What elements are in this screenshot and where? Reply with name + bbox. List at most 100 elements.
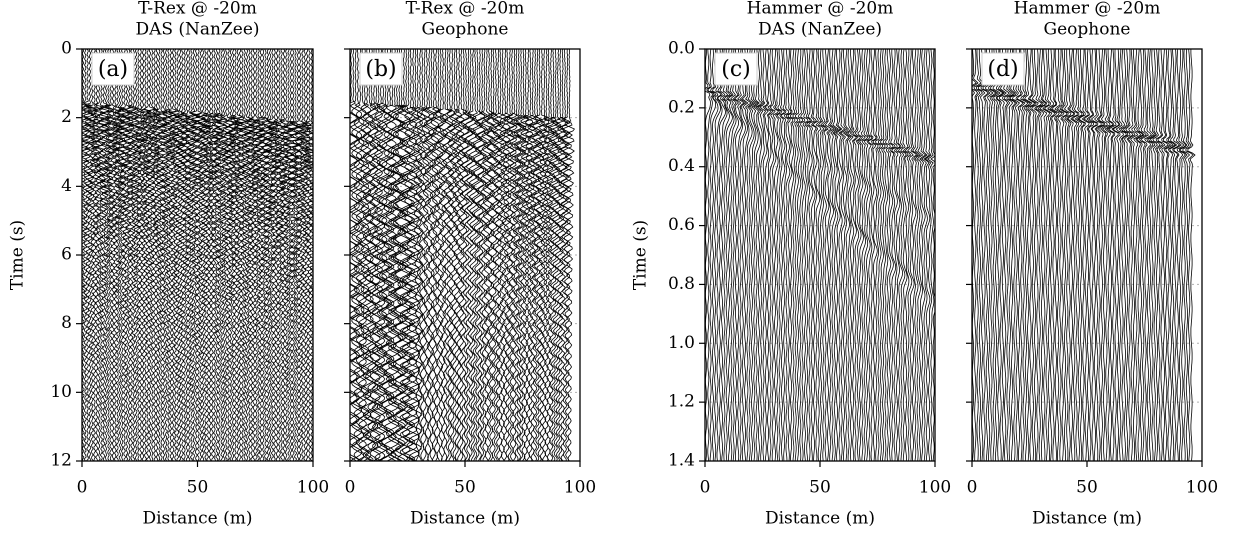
- wiggle-trace: [89, 49, 104, 461]
- wiggle-trace: [748, 49, 757, 461]
- wiggle-trace: [1016, 49, 1026, 461]
- y-tick-label: 1.0: [668, 333, 695, 353]
- wiggle-trace: [228, 49, 242, 461]
- wiggle-trace: [83, 49, 97, 461]
- wiggle-trace: [1169, 49, 1178, 461]
- wiggle-trace: [875, 49, 882, 461]
- y-tick-label: 12: [50, 451, 72, 471]
- wiggle-trace: [1002, 49, 1010, 461]
- wiggle-trace: [712, 49, 722, 461]
- wiggle-trace: [779, 49, 786, 461]
- wiggle-trace: [116, 49, 128, 461]
- y-tick-label: 2: [61, 107, 72, 127]
- wiggle-trace: [975, 49, 984, 461]
- wiggle-trace: [297, 49, 312, 461]
- wiggle-trace: [1187, 49, 1196, 461]
- wiggle-trace: [885, 49, 892, 461]
- wiggle-trace: [1043, 49, 1053, 461]
- wiggle-trace: [1161, 49, 1169, 461]
- wiggle-trace: [105, 49, 117, 461]
- wiggle-trace: [146, 49, 159, 461]
- y-tick-label: 0: [61, 39, 72, 59]
- wiggle-trace: [757, 49, 765, 461]
- panel-subtitle: DAS (NanZee): [758, 20, 882, 40]
- wiggle-trace: [524, 49, 537, 461]
- wiggle-trace: [1088, 49, 1097, 461]
- wiggle-trace: [923, 49, 931, 461]
- wiggle-trace: [430, 49, 442, 461]
- wiggle-trace: [455, 49, 467, 461]
- wiggle-trace: [1155, 49, 1164, 461]
- wiggle-trace: [1067, 49, 1076, 461]
- wiggle-trace: [783, 49, 791, 461]
- panel-title: T-Rex @ -20m: [406, 0, 525, 19]
- wiggle-trace: [113, 49, 127, 461]
- wiggle-trace: [1162, 49, 1172, 461]
- wiggle-trace: [292, 49, 305, 461]
- wiggle-trace: [147, 49, 161, 461]
- wiggle-trace: [1127, 49, 1136, 461]
- panel-label: (d): [987, 57, 1018, 82]
- wiggle-trace: [1122, 49, 1131, 461]
- wiggle-trace: [1076, 49, 1085, 461]
- wiggle-trace: [1130, 49, 1139, 461]
- wiggle-trace: [857, 49, 864, 461]
- wiggle-trace: [157, 49, 171, 461]
- wiggle-trace: [780, 49, 788, 461]
- wiggle-trace: [171, 49, 184, 461]
- x-tick-label: 50: [187, 478, 209, 498]
- wiggle-trace: [880, 49, 886, 461]
- panel-label-box: [91, 52, 135, 86]
- wiggle-trace: [988, 49, 997, 461]
- wiggle-trace: [259, 49, 273, 461]
- wiggle-trace: [109, 49, 122, 461]
- wiggle-trace: [972, 49, 979, 461]
- wiggle-trace: [755, 49, 763, 461]
- wiggle-trace: [414, 49, 426, 461]
- wiggle-trace: [471, 49, 484, 461]
- wiggle-trace: [378, 49, 393, 461]
- wiggle-trace: [99, 49, 112, 461]
- wiggle-trace: [1152, 49, 1161, 461]
- wiggle-trace: [1179, 49, 1187, 461]
- wiggle-trace: [719, 49, 728, 461]
- wiggle-trace: [854, 49, 862, 461]
- wiggle-trace: [1056, 49, 1065, 461]
- wiggle-traces: [82, 49, 313, 461]
- wiggle-trace: [797, 49, 804, 461]
- wiggle-trace: [262, 49, 275, 461]
- wiggle-trace: [270, 49, 284, 461]
- wiggle-traces: [972, 49, 1196, 461]
- wiggle-trace: [439, 49, 452, 461]
- wiggle-trace: [92, 49, 105, 461]
- wiggle-trace: [977, 49, 986, 461]
- wiggle-trace: [533, 49, 546, 461]
- wiggle-trace: [1034, 49, 1043, 461]
- wiggle-trace: [910, 49, 918, 461]
- wiggle-trace: [914, 49, 922, 461]
- panel-title: Hammer @ -20m: [1014, 0, 1161, 19]
- y-tick-label: 10: [50, 382, 72, 402]
- wiggle-trace: [1149, 49, 1158, 461]
- wiggle-trace: [235, 49, 249, 461]
- wiggle-trace: [203, 49, 219, 461]
- wiggle-trace: [1094, 49, 1102, 461]
- wiggle-trace: [904, 49, 913, 461]
- wiggle-trace: [759, 49, 768, 461]
- wiggle-trace: [122, 49, 136, 461]
- wiggle-trace: [776, 49, 783, 461]
- y-tick-label: 0.8: [668, 274, 695, 294]
- wiggle-trace: [732, 49, 742, 461]
- y-tick-label: 4: [61, 176, 72, 196]
- x-tick-label: 50: [1076, 478, 1098, 498]
- y-tick-label: 1.4: [668, 451, 695, 471]
- wiggle-trace: [734, 49, 744, 461]
- panel-label-box: [981, 52, 1025, 86]
- wiggle-trace: [469, 49, 481, 461]
- wiggle-trace: [563, 49, 576, 461]
- y-tick-label: 8: [61, 313, 72, 333]
- wiggle-trace: [852, 49, 860, 461]
- y-tick-label: 0.0: [668, 39, 695, 59]
